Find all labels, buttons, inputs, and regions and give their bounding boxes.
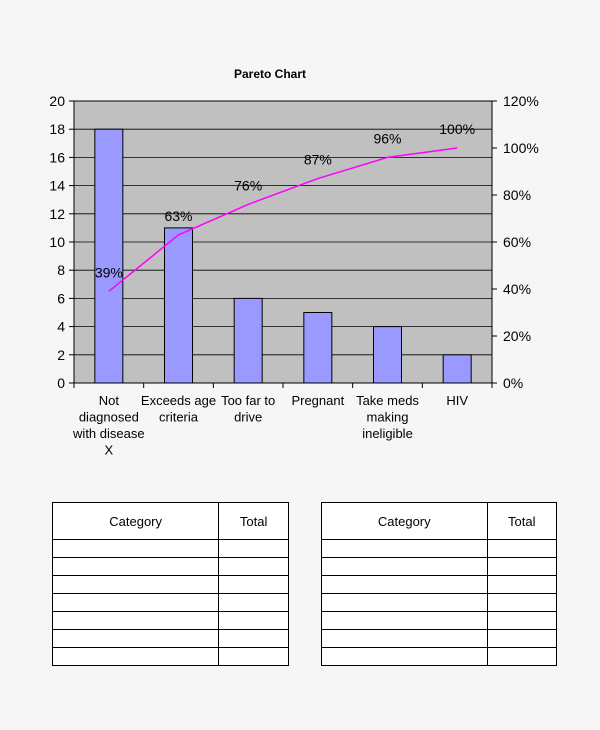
category-table-left: Category Total — [51, 502, 289, 666]
column-header-category: Category — [321, 502, 488, 540]
table-cell[interactable] — [51, 557, 220, 576]
bar — [164, 227, 193, 384]
table-cell[interactable] — [321, 629, 488, 648]
column-header-category: Category — [51, 502, 220, 540]
table-row — [321, 593, 558, 612]
y2-tick-label: 100% — [503, 140, 539, 156]
table-row — [321, 611, 558, 630]
data-label: 100% — [439, 121, 475, 137]
table-cell[interactable] — [51, 647, 220, 666]
table-cell[interactable] — [218, 647, 289, 666]
table-cell[interactable] — [51, 593, 220, 612]
y2-tick-label: 80% — [503, 187, 531, 203]
table-cell[interactable] — [321, 611, 488, 630]
y-tick-label: 10 — [49, 234, 65, 250]
pareto-chart: Pareto Chart 39%63%76%87%96%100% 0246810… — [49, 67, 538, 458]
table-cell[interactable] — [486, 647, 558, 666]
table-cell[interactable] — [51, 611, 220, 630]
table-cell[interactable] — [218, 629, 289, 648]
data-label: 63% — [164, 208, 192, 224]
y-tick-label: 2 — [57, 347, 65, 363]
table-cell[interactable] — [486, 611, 558, 630]
table-cell[interactable] — [51, 539, 220, 558]
column-header-total: Total — [486, 502, 558, 540]
y2-tick-label: 0% — [503, 375, 523, 391]
bar — [233, 297, 263, 384]
y-tick-label: 6 — [57, 290, 65, 306]
table-cell[interactable] — [321, 593, 488, 612]
table-row — [51, 611, 289, 630]
x-tick-label: HIV — [446, 393, 468, 408]
cumulative-line-path — [108, 147, 458, 292]
y-tick-label: 20 — [49, 93, 65, 109]
bar — [303, 312, 333, 384]
y-tick-label: 0 — [57, 375, 65, 391]
table-cell[interactable] — [51, 575, 220, 594]
y-tick-label: 4 — [57, 319, 65, 335]
table-row — [321, 647, 558, 666]
table-row — [51, 557, 289, 576]
gridlines — [74, 128, 492, 356]
y-tick-label: 12 — [49, 206, 65, 222]
x-tick-label: Not diagnosed with disease X — [72, 393, 145, 458]
table-cell[interactable] — [486, 629, 558, 648]
y-tick-label: 8 — [57, 262, 65, 278]
table-cell[interactable] — [218, 593, 289, 612]
data-label: 96% — [373, 130, 401, 146]
table-cell[interactable] — [321, 557, 488, 576]
table-cell[interactable] — [486, 539, 558, 558]
table-cell[interactable] — [486, 575, 558, 594]
table-cell[interactable] — [218, 575, 289, 594]
table-row — [321, 557, 558, 576]
table-cell[interactable] — [218, 539, 289, 558]
table-cell[interactable] — [486, 557, 558, 576]
axes: 0 2 4 6 8 10 12 14 16 18 20 0% 20% 40% 60% 80% 100% 120% N… — [49, 93, 538, 458]
x-tick-label: Exceeds age criteria — [141, 393, 216, 425]
table-row — [51, 539, 289, 558]
table-cell[interactable] — [321, 647, 488, 666]
table-cell[interactable] — [218, 557, 289, 576]
table-cell[interactable] — [321, 539, 488, 558]
table-row — [51, 629, 289, 648]
x-tick-label: Too far to drive — [221, 393, 275, 425]
y2-tick-label: 60% — [503, 234, 531, 250]
table-row — [51, 593, 289, 612]
x-tick-label: Take meds making ineligible — [356, 393, 419, 441]
y-tick-label: 16 — [49, 149, 65, 165]
table-row — [51, 647, 289, 666]
data-label: 76% — [234, 177, 262, 193]
data-label: 87% — [304, 152, 332, 168]
y-tick-label: 14 — [49, 178, 65, 194]
y2-tick-label: 40% — [503, 281, 531, 297]
y2-tick-label: 120% — [503, 93, 539, 109]
data-label: 39% — [95, 264, 123, 280]
table-cell[interactable] — [51, 629, 220, 648]
cumulative-line: 39% 63% 76% 87% 96% 100% — [95, 121, 475, 292]
y-tick-label: 18 — [49, 121, 65, 137]
x-tick-label: Pregnant — [291, 393, 344, 408]
table-row — [321, 539, 558, 558]
table-row — [321, 575, 558, 594]
table-row — [51, 575, 289, 594]
table-cell[interactable] — [218, 611, 289, 630]
category-table-right: Category Total — [321, 502, 558, 666]
bar — [442, 354, 472, 384]
bar — [373, 326, 402, 384]
bar — [94, 128, 124, 384]
chart-title: Pareto Chart — [234, 67, 306, 81]
table-cell[interactable] — [321, 575, 488, 594]
bar-series — [94, 128, 472, 384]
column-header-total: Total — [218, 502, 289, 540]
y2-tick-label: 20% — [503, 328, 531, 344]
table-row — [321, 629, 558, 648]
table-cell[interactable] — [486, 593, 558, 612]
